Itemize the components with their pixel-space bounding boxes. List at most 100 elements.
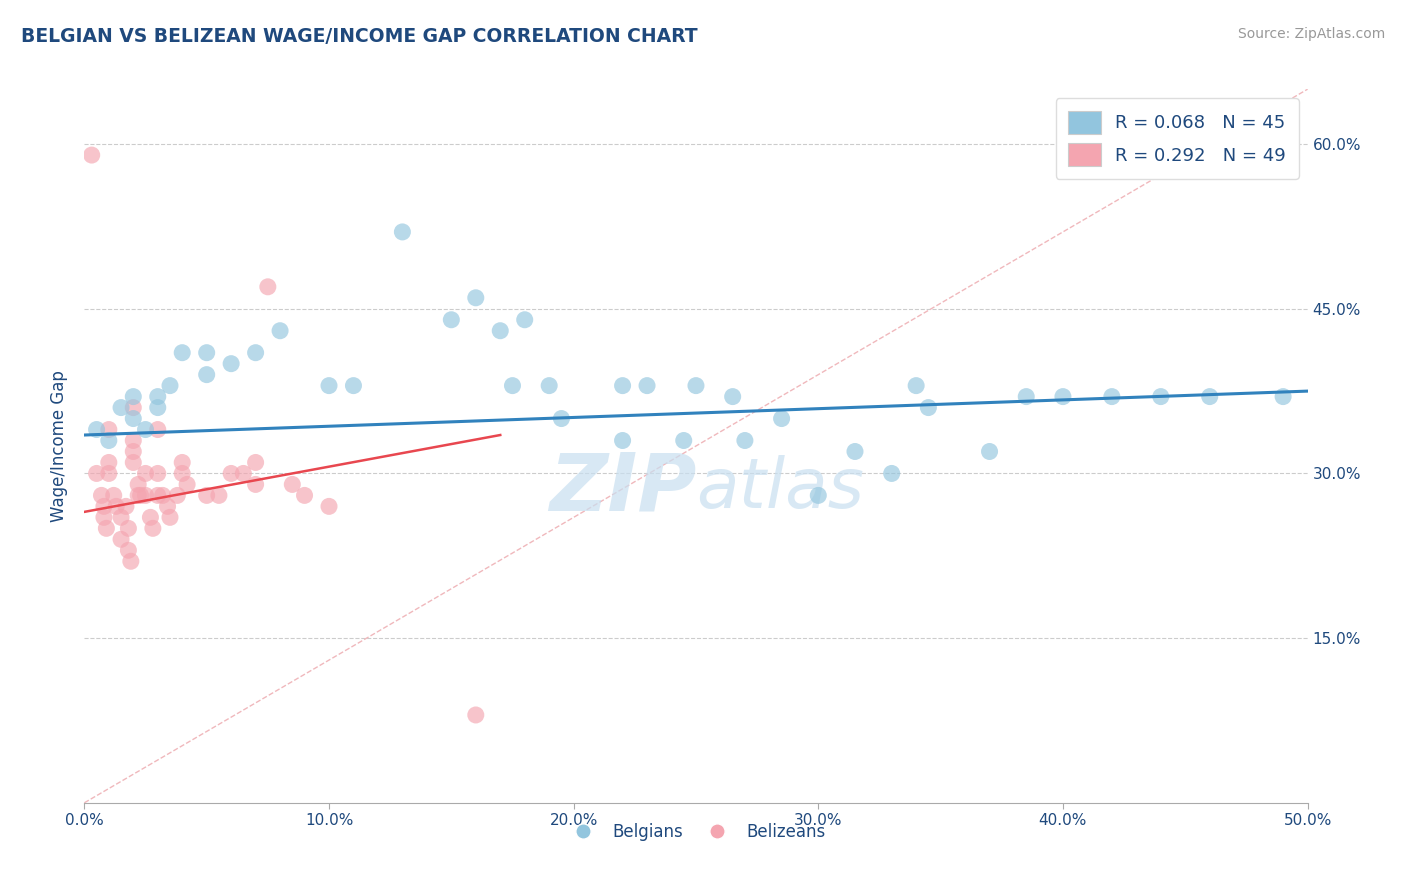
Point bbox=[489, 324, 512, 338]
Point bbox=[135, 423, 157, 437]
Point bbox=[685, 378, 707, 392]
Point bbox=[172, 467, 194, 481]
Point bbox=[464, 708, 486, 723]
Point bbox=[1272, 390, 1295, 404]
Point bbox=[127, 488, 149, 502]
Point bbox=[770, 411, 793, 425]
Point bbox=[86, 467, 108, 481]
Point bbox=[96, 521, 118, 535]
Point bbox=[1052, 390, 1074, 404]
Point bbox=[172, 345, 194, 359]
Point bbox=[176, 477, 198, 491]
Point bbox=[550, 411, 572, 425]
Point bbox=[905, 378, 928, 392]
Point bbox=[93, 500, 115, 514]
Point bbox=[110, 401, 132, 415]
Point bbox=[318, 378, 340, 392]
Point bbox=[612, 434, 634, 448]
Point bbox=[80, 148, 103, 162]
Point bbox=[1198, 390, 1220, 404]
Point bbox=[257, 280, 280, 294]
Point bbox=[636, 378, 658, 392]
Y-axis label: Wage/Income Gap: Wage/Income Gap bbox=[51, 370, 69, 522]
Point bbox=[120, 554, 142, 568]
Point bbox=[172, 455, 194, 469]
Point bbox=[127, 477, 149, 491]
Point bbox=[232, 467, 254, 481]
Point bbox=[245, 477, 267, 491]
Point bbox=[979, 444, 1001, 458]
Point bbox=[269, 324, 291, 338]
Point bbox=[166, 488, 188, 502]
Point bbox=[464, 291, 486, 305]
Point bbox=[1150, 390, 1173, 404]
Point bbox=[146, 390, 169, 404]
Point bbox=[146, 488, 169, 502]
Point bbox=[538, 378, 561, 392]
Point bbox=[122, 390, 145, 404]
Point bbox=[159, 510, 181, 524]
Text: Source: ZipAtlas.com: Source: ZipAtlas.com bbox=[1237, 27, 1385, 41]
Point bbox=[294, 488, 316, 502]
Point bbox=[502, 378, 524, 392]
Text: BELGIAN VS BELIZEAN WAGE/INCOME GAP CORRELATION CHART: BELGIAN VS BELIZEAN WAGE/INCOME GAP CORR… bbox=[21, 27, 697, 45]
Point bbox=[195, 368, 218, 382]
Point bbox=[129, 488, 152, 502]
Point bbox=[734, 434, 756, 448]
Point bbox=[110, 510, 132, 524]
Point bbox=[844, 444, 866, 458]
Point bbox=[391, 225, 413, 239]
Point bbox=[122, 401, 145, 415]
Point bbox=[156, 500, 179, 514]
Point bbox=[117, 521, 139, 535]
Point bbox=[122, 434, 145, 448]
Point bbox=[513, 312, 536, 326]
Point bbox=[159, 378, 181, 392]
Point bbox=[117, 543, 139, 558]
Point bbox=[122, 444, 145, 458]
Point bbox=[281, 477, 304, 491]
Point bbox=[342, 378, 364, 392]
Point bbox=[917, 401, 939, 415]
Point bbox=[152, 488, 174, 502]
Point bbox=[97, 434, 120, 448]
Point bbox=[1101, 390, 1123, 404]
Point bbox=[115, 500, 138, 514]
Point bbox=[195, 488, 218, 502]
Point bbox=[245, 345, 267, 359]
Point bbox=[672, 434, 695, 448]
Point bbox=[139, 510, 162, 524]
Point bbox=[93, 510, 115, 524]
Point bbox=[86, 423, 108, 437]
Point bbox=[440, 312, 463, 326]
Point bbox=[135, 467, 157, 481]
Text: ZIP: ZIP bbox=[548, 450, 696, 528]
Point bbox=[122, 411, 145, 425]
Point bbox=[146, 423, 169, 437]
Point bbox=[219, 467, 242, 481]
Point bbox=[612, 378, 634, 392]
Point bbox=[245, 455, 267, 469]
Point bbox=[880, 467, 903, 481]
Point bbox=[721, 390, 744, 404]
Point bbox=[195, 345, 218, 359]
Point bbox=[103, 488, 125, 502]
Point bbox=[110, 533, 132, 547]
Point bbox=[122, 455, 145, 469]
Point bbox=[318, 500, 340, 514]
Point bbox=[105, 500, 128, 514]
Point bbox=[97, 423, 120, 437]
Point bbox=[146, 401, 169, 415]
Point bbox=[807, 488, 830, 502]
Point bbox=[219, 357, 242, 371]
Text: atlas: atlas bbox=[696, 455, 863, 523]
Point bbox=[97, 467, 120, 481]
Point bbox=[135, 488, 157, 502]
Point bbox=[1015, 390, 1038, 404]
Point bbox=[146, 467, 169, 481]
Point bbox=[90, 488, 112, 502]
Point bbox=[142, 521, 165, 535]
Legend: Belgians, Belizeans: Belgians, Belizeans bbox=[560, 817, 832, 848]
Point bbox=[208, 488, 231, 502]
Point bbox=[97, 455, 120, 469]
